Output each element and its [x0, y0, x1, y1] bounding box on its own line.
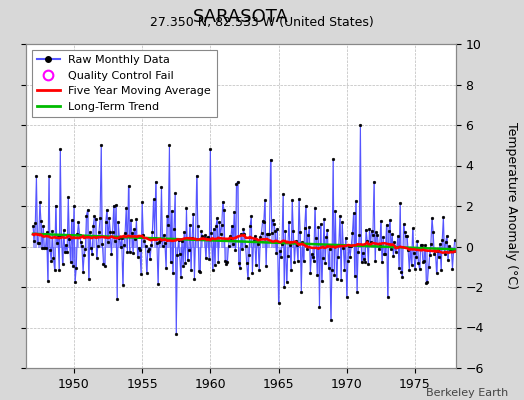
Title: SARASOTA: SARASOTA	[193, 8, 289, 26]
Text: 27.350 N, 82.533 W (United States): 27.350 N, 82.533 W (United States)	[150, 16, 374, 29]
Y-axis label: Temperature Anomaly (°C): Temperature Anomaly (°C)	[505, 122, 518, 290]
Text: Berkeley Earth: Berkeley Earth	[426, 388, 508, 398]
Legend: Raw Monthly Data, Quality Control Fail, Five Year Moving Average, Long-Term Tren: Raw Monthly Data, Quality Control Fail, …	[32, 50, 217, 117]
